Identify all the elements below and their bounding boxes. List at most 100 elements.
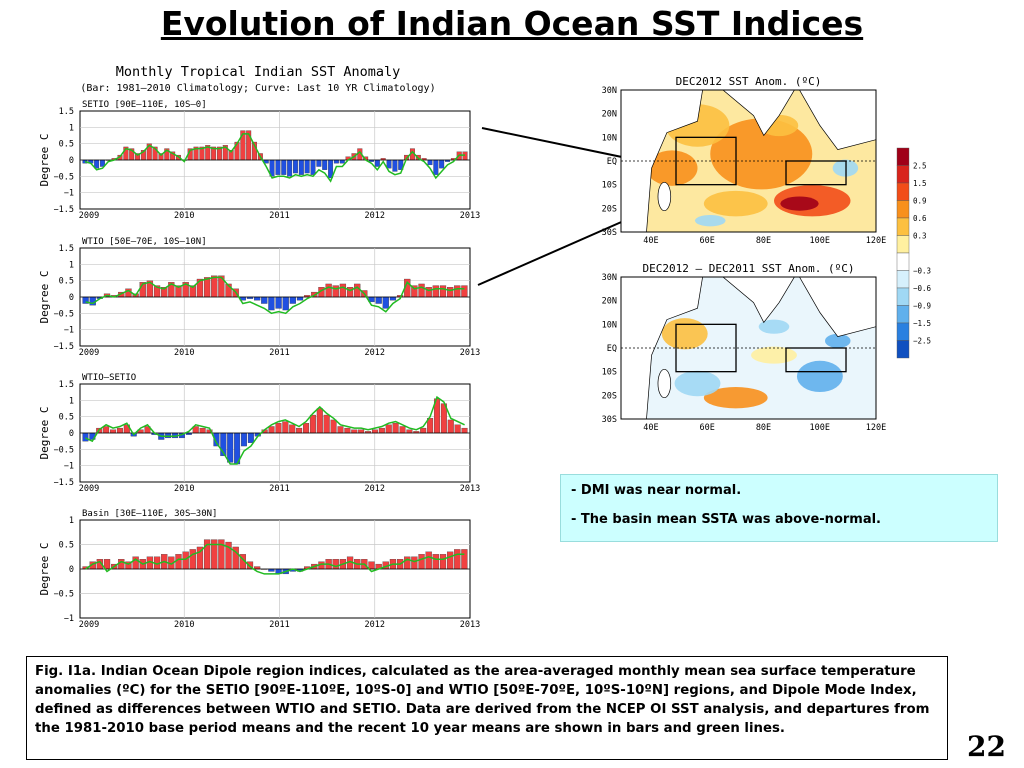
figure-caption: Fig. I1a. Indian Ocean Dipole region ind… <box>26 656 948 760</box>
bar <box>447 287 454 298</box>
xtick-label: 2012 <box>365 484 385 494</box>
colorbar-label: 0.9 <box>913 197 927 206</box>
colorbar-label: 0.6 <box>913 214 927 223</box>
india-land <box>722 90 795 137</box>
map-lon-label: 60E <box>700 423 715 433</box>
sst-map: DEC2012 — DEC2011 SST Anom. (ºC) 30N 20N 10… <box>602 262 887 433</box>
anomaly-patch <box>661 318 708 350</box>
map-lat-label: 20S <box>602 204 617 214</box>
ytick-label: 1 <box>69 516 74 526</box>
xtick-label: 2011 <box>269 348 289 358</box>
bar <box>309 414 316 434</box>
bar <box>418 554 425 570</box>
anomaly-patch <box>825 333 851 348</box>
bar <box>304 159 310 174</box>
climatology-curve <box>85 543 465 575</box>
xtick-label: 2011 <box>269 211 289 221</box>
bar <box>296 296 304 301</box>
bar <box>425 551 432 570</box>
bar <box>332 559 339 570</box>
bar <box>116 427 123 434</box>
ylabel: Degree C <box>38 271 51 324</box>
bar <box>275 296 282 309</box>
ytick-label: 0 <box>69 156 74 166</box>
ytick-label: 0.5 <box>59 140 74 150</box>
panel-title: Basin [30E—110E, 30S—30N] <box>82 509 217 519</box>
slide-title: Evolution of Indian Ocean SST Indices <box>160 4 864 43</box>
bar <box>339 159 345 164</box>
bar <box>240 432 247 447</box>
map-lat-label: 10S <box>602 368 617 378</box>
bar <box>454 285 461 298</box>
map-lon-label: 40E <box>643 423 658 433</box>
bar <box>420 427 427 434</box>
ytick-label: 1.5 <box>59 107 74 117</box>
colorbar-swatch <box>896 340 910 359</box>
anomaly-patch <box>751 346 797 364</box>
colorbar: 2.5 1.5 0.9 0.6 0.3 −0.3 −0.6 −0.9 −1.5 −2.5 <box>896 147 932 359</box>
bar <box>330 419 337 434</box>
bar <box>411 556 418 570</box>
bar <box>310 159 316 175</box>
map-lat-label: 30N <box>602 273 617 283</box>
bar <box>211 275 218 298</box>
colorbar-swatch <box>896 287 910 306</box>
madagascar-land <box>657 368 672 399</box>
bar <box>392 423 399 434</box>
note-item-basin: - The basin mean SSTA was above-normal. <box>571 512 881 527</box>
bar <box>392 159 398 172</box>
southeast-asia-land <box>799 90 876 151</box>
bar <box>103 426 110 434</box>
xtick-label: 2010 <box>174 211 194 221</box>
bar <box>182 551 189 570</box>
bar <box>432 554 439 570</box>
xtick-label: 2009 <box>79 484 99 494</box>
bar <box>399 426 406 434</box>
map-lat-label: 20N <box>602 110 617 120</box>
map-lat-label: EQ <box>607 344 617 354</box>
bar <box>378 427 385 434</box>
ytick-label: 0.5 <box>59 277 74 287</box>
ytick-label: −1 <box>64 326 74 336</box>
anomaly-patch <box>674 370 721 397</box>
ytick-label: −1 <box>64 189 74 199</box>
sst-map: DEC2012 SST Anom. (ºC) 30N 20N 10N EQ 10S 20S 3… <box>602 75 887 246</box>
xtick-label: 2013 <box>460 484 480 494</box>
climatology-curve <box>85 276 465 315</box>
map-lon-label: 100E <box>810 423 830 433</box>
bar <box>287 159 293 177</box>
map-lon-label: 60E <box>700 236 715 246</box>
bar <box>165 432 172 439</box>
xtick-label: 2010 <box>174 620 194 630</box>
bar <box>447 419 454 434</box>
index-panel: −1 −0.5 0 0.5 1 2009 2010 2011 2012 2013 Basin [30… <box>38 509 480 630</box>
colorbar-swatch <box>896 235 910 254</box>
africa-land <box>621 277 703 419</box>
xtick-label: 2013 <box>460 348 480 358</box>
bar <box>118 559 125 570</box>
panel-title: SETIO [90E—110E, 10S—0] <box>82 100 207 110</box>
map-title: DEC2012 — DEC2011 SST Anom. (ºC) <box>643 262 855 275</box>
colorbar-swatch <box>896 182 910 201</box>
ytick-label: 1 <box>69 396 74 406</box>
ytick-label: −0.5 <box>54 445 74 455</box>
bar <box>461 427 468 434</box>
colorbar-label: −1.5 <box>913 319 931 328</box>
ytick-label: 1.5 <box>59 244 74 254</box>
colorbar-swatch <box>896 252 910 271</box>
ytick-label: −0.5 <box>54 590 74 600</box>
ytick-label: −1.5 <box>54 342 74 352</box>
bar <box>175 554 182 570</box>
bar <box>418 283 425 298</box>
bar <box>316 159 322 167</box>
bar <box>199 427 206 434</box>
sst-maps: DEC2012 SST Anom. (ºC) 30N 20N 10N EQ 10S 20S 3… <box>602 75 887 433</box>
bar <box>282 296 289 311</box>
madagascar-land <box>657 181 672 212</box>
bar <box>289 424 296 434</box>
ytick-label: −1.5 <box>54 478 74 488</box>
xtick-label: 2013 <box>460 211 480 221</box>
anomaly-patch <box>694 214 726 227</box>
xtick-label: 2009 <box>79 620 99 630</box>
ytick-label: 0 <box>69 429 74 439</box>
